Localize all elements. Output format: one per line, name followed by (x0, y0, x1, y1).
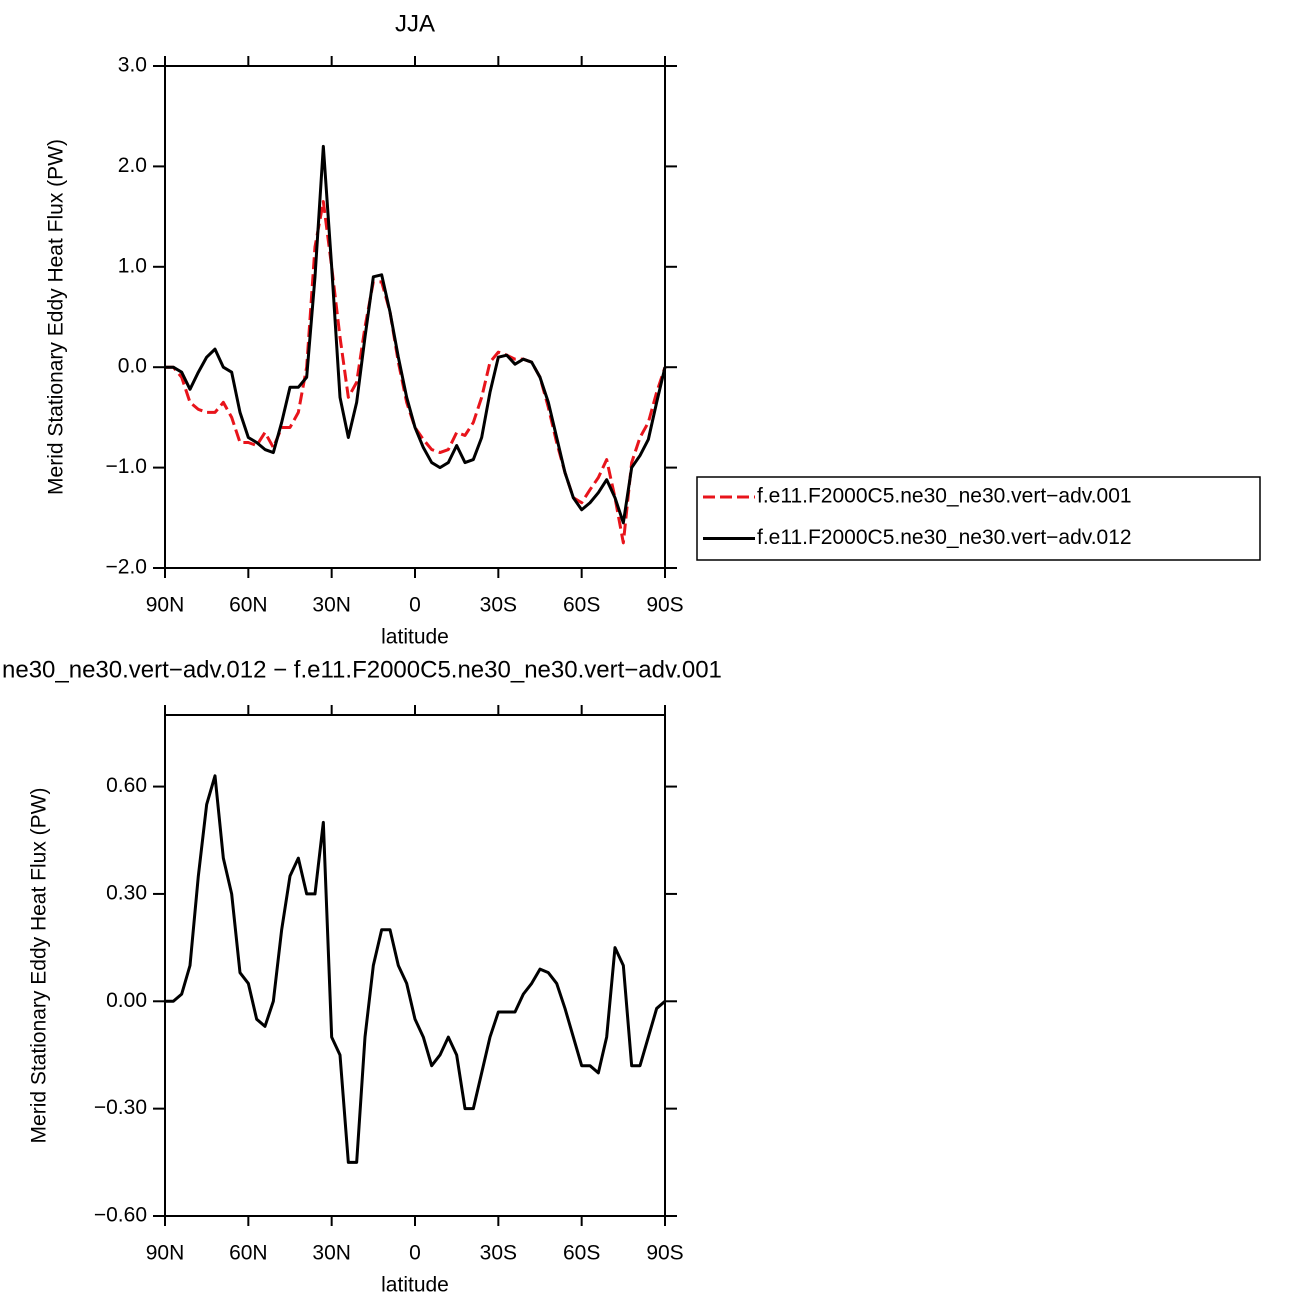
x-tick-label: 30S (480, 1242, 517, 1265)
x-tick-label: 60N (229, 594, 268, 617)
x-tick-label: 30N (312, 1242, 351, 1265)
x-tick-label: 0 (409, 594, 421, 617)
plot-frame (164, 714, 666, 1217)
x-tick-label: 90S (646, 594, 683, 617)
data-line (165, 774, 666, 1164)
legend-label: f.e11.F2000C5.ne30_ne30.vert−adv.001 (757, 485, 1132, 508)
y-tick-label: −0.30 (94, 1096, 147, 1119)
plot-frame (164, 65, 666, 569)
x-tick-label: 0 (409, 1242, 421, 1265)
y-tick-label: −2.0 (106, 556, 147, 579)
x-tick-label: 60S (563, 1242, 600, 1265)
y-tick-label: −1.0 (106, 455, 147, 478)
chart-title: JJA (395, 10, 435, 37)
y-axis-label: Merid Stationary Eddy Heat Flux (PW) (28, 788, 51, 1144)
y-axis-label: Merid Stationary Eddy Heat Flux (PW) (45, 139, 68, 495)
x-tick-label: 60N (229, 1242, 268, 1265)
x-tick-label: 30S (480, 594, 517, 617)
y-tick-label: 1.0 (118, 254, 147, 277)
y-tick-label: 0.00 (106, 989, 147, 1012)
y-tick-label: 3.0 (118, 54, 147, 77)
y-tick-label: 0.30 (106, 881, 147, 904)
chart-title: ne30_ne30.vert−adv.012 − f.e11.F2000C5.n… (2, 656, 722, 683)
x-tick-label: 30N (312, 594, 351, 617)
data-line (165, 200, 667, 545)
x-tick-label: 90N (146, 1242, 185, 1265)
x-tick-label: 90S (646, 1242, 683, 1265)
x-axis-label: latitude (381, 626, 449, 649)
x-axis-label: latitude (381, 1274, 449, 1297)
legend-box (696, 476, 1261, 561)
y-tick-label: 0.0 (118, 355, 147, 378)
y-tick-label: 2.0 (118, 154, 147, 177)
y-tick-label: −0.60 (94, 1204, 147, 1227)
data-line (165, 144, 667, 525)
legend-label: f.e11.F2000C5.ne30_ne30.vert−adv.012 (757, 526, 1132, 549)
y-tick-label: 0.60 (106, 774, 147, 797)
x-tick-label: 90N (146, 594, 185, 617)
x-tick-label: 60S (563, 594, 600, 617)
